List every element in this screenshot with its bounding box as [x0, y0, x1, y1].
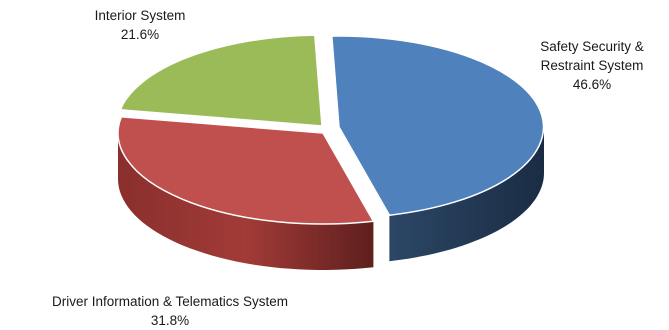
slice-label-safety-line1: Safety Security & — [540, 39, 644, 54]
pie-slice-interior — [119, 34, 323, 127]
slice-label-interior: Interior System 21.6% — [60, 6, 220, 44]
slice-label-safety: Safety Security & Restraint System 46.6% — [512, 37, 669, 94]
slice-value-driver: 31.8% — [150, 313, 190, 328]
slice-label-driver-line1: Driver Information & Telematics System — [51, 294, 289, 309]
slice-label-safety-line2: Restraint System — [540, 58, 644, 73]
pie-slice-driver — [117, 116, 375, 270]
slice-label-interior-line1: Interior System — [94, 8, 186, 23]
slice-value-interior: 21.6% — [120, 27, 160, 42]
slice-value-safety: 46.6% — [572, 77, 612, 92]
slice-label-driver: Driver Information & Telematics System 3… — [0, 292, 340, 330]
pie-slice-safety — [331, 35, 545, 262]
